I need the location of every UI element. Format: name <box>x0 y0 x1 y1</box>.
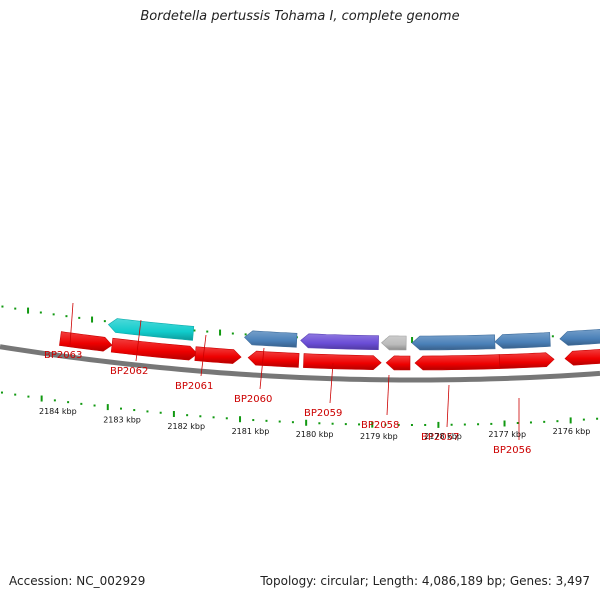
gene-label[interactable]: BP2061 <box>175 381 213 392</box>
scale-ticks-outer <box>0 391 599 428</box>
gene-feature-arrow[interactable] <box>107 318 195 341</box>
gene-feature-arrow[interactable] <box>494 332 551 349</box>
gene-feature-arrow[interactable] <box>247 350 300 368</box>
gene-feature-arrow[interactable] <box>194 346 242 364</box>
gene-label[interactable]: BP2062 <box>110 366 148 377</box>
scale-label: 2179 kbp <box>360 432 398 441</box>
gene-feature-arrow[interactable] <box>110 337 198 361</box>
scale-label: 2177 kbp <box>488 430 526 439</box>
gene-feature-arrow[interactable] <box>303 353 382 371</box>
gene-feature-arrow[interactable] <box>498 352 555 369</box>
gene-feature-arrow[interactable] <box>59 331 113 352</box>
gene-label-leaders <box>69 302 520 440</box>
gene-feature-arrow[interactable] <box>411 334 496 351</box>
genome-summary-text: Topology: circular; Length: 4,086,189 bp… <box>260 574 590 588</box>
gene-leader-line <box>69 302 74 346</box>
gene-labels: BP2063 BP2062 BP2061 BP2060 BP2059 BP2058 BP20… <box>44 350 531 456</box>
gene-leader-line <box>135 319 142 362</box>
feature-track <box>59 318 600 371</box>
scale-labels: 2184 kbp 2183 kbp 2182 kbp 2181 kbp 2180 kbp… <box>39 407 590 441</box>
gene-feature-arrow[interactable] <box>244 330 298 348</box>
gene-label[interactable]: BP2057 <box>421 432 459 443</box>
scale-label: 2182 kbp <box>167 422 205 431</box>
scale-label: 2176 kbp <box>553 427 591 436</box>
gene-leader-line <box>259 347 265 390</box>
map-title: Bordetella pertussis Tohama I, complete … <box>140 9 460 24</box>
scale-label: 2178 kbp <box>424 432 462 441</box>
scale-label: 2184 kbp <box>39 407 77 416</box>
gene-leader-line <box>386 374 390 416</box>
gene-leader-line <box>446 384 450 428</box>
scale-label: 2181 kbp <box>232 427 270 436</box>
scale-label: 2183 kbp <box>103 415 141 424</box>
gene-feature-arrow[interactable] <box>559 329 600 346</box>
gene-leader-line <box>329 362 334 404</box>
gene-feature-arrow[interactable] <box>381 335 407 351</box>
gene-label[interactable]: BP2060 <box>234 394 272 405</box>
gene-feature-arrow[interactable] <box>385 355 411 371</box>
gene-label[interactable]: BP2056 <box>493 445 531 456</box>
genome-backbone <box>0 344 600 383</box>
gene-leader-line <box>200 334 207 377</box>
gene-feature-arrow[interactable] <box>414 354 501 371</box>
gene-feature-arrow[interactable] <box>300 333 379 351</box>
scale-label: 2180 kbp <box>296 430 334 439</box>
gene-label[interactable]: BP2063 <box>44 350 82 361</box>
gene-label[interactable]: BP2058 <box>361 420 399 431</box>
gene-label[interactable]: BP2059 <box>304 408 342 419</box>
accession-text: Accession: NC_002929 <box>9 574 146 588</box>
gene-feature-arrow[interactable] <box>564 349 600 366</box>
